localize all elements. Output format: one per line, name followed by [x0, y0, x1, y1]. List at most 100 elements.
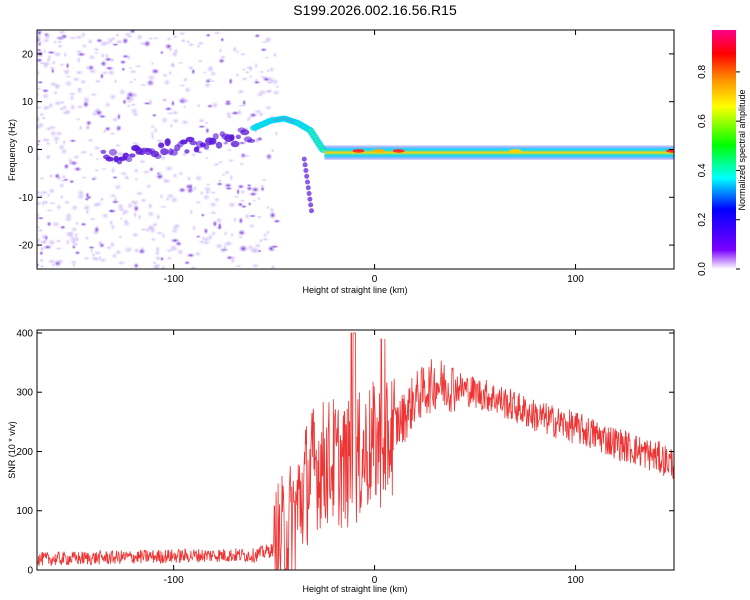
noise-blob: [37, 228, 44, 233]
noise-blob: [55, 258, 65, 265]
noise-blob: [187, 42, 196, 48]
noise-blob: [245, 118, 253, 122]
noise-blob: [93, 51, 100, 55]
noise-blob: [248, 191, 258, 197]
noise-blob: [75, 49, 84, 54]
noise-blob: [43, 32, 52, 41]
noise-blob: [100, 51, 106, 59]
noise-blob: [114, 143, 122, 148]
noise-blob: [160, 264, 167, 269]
noise-blob: [72, 154, 81, 160]
noise-blob: [169, 122, 174, 129]
noise-blob: [195, 235, 201, 239]
noise-blob: [123, 245, 134, 254]
noise-blob: [170, 99, 175, 108]
noise-blob: [111, 175, 119, 180]
noise-blob: [232, 216, 238, 224]
noise-blob: [155, 173, 165, 180]
noise-blob: [44, 138, 51, 142]
noise-blob: [75, 87, 84, 91]
noise-blob: [180, 38, 187, 44]
noise-blob: [173, 223, 182, 229]
noise-blob: [166, 111, 175, 116]
noise-blob: [65, 75, 72, 79]
noise-blob: [257, 196, 261, 202]
noise-blob: [171, 172, 179, 179]
noise-blob: [204, 120, 209, 126]
noise-blob: [155, 138, 165, 144]
noise-blob: [253, 108, 263, 115]
noise-blob: [154, 255, 162, 262]
x-tick-label: 0: [372, 575, 378, 586]
x-tick-label: -100: [164, 575, 184, 586]
noise-blob: [95, 157, 100, 161]
y-tick-label: 400: [16, 328, 33, 339]
noise-blob: [104, 126, 112, 132]
noise-blob: [41, 238, 49, 246]
noise-blob: [225, 110, 232, 118]
noise-blob: [40, 116, 47, 121]
noise-blob: [178, 187, 187, 194]
noise-blob: [244, 70, 251, 75]
noise-blob: [242, 99, 247, 107]
noise-blob: [202, 71, 207, 75]
noise-blob: [146, 210, 156, 218]
ridge-blob: [108, 148, 118, 156]
noise-blob: [147, 36, 154, 41]
noise-blob: [141, 169, 151, 175]
noise-blob: [99, 72, 105, 80]
ridge-blob: [128, 153, 136, 158]
noise-blob: [194, 250, 202, 257]
noise-blob: [166, 255, 173, 261]
noise-blob: [100, 212, 110, 220]
noise-blob: [106, 68, 116, 77]
noise-blob: [210, 190, 217, 195]
ridge-blob: [105, 156, 114, 162]
ridge-blob: [309, 208, 314, 214]
noise-blob: [125, 90, 135, 99]
ridge-blob: [185, 136, 195, 142]
noise-blob: [37, 37, 41, 44]
noise-blob: [119, 217, 124, 221]
noise-blob: [265, 80, 275, 85]
noise-blob: [134, 177, 139, 182]
noise-blob: [180, 96, 187, 103]
ridge-blob: [125, 156, 133, 163]
noise-blob: [89, 152, 94, 157]
noise-blob: [150, 237, 157, 242]
y-tick-label: 20: [22, 49, 34, 60]
noise-blob: [229, 232, 235, 238]
noise-blob: [238, 199, 246, 203]
noise-blob: [74, 69, 85, 76]
noise-blob: [74, 250, 81, 255]
noise-blob: [240, 76, 249, 82]
noise-blob: [204, 126, 210, 135]
noise-blob: [223, 101, 233, 106]
x-tick-label: 100: [567, 274, 584, 285]
noise-blob: [150, 61, 155, 66]
noise-blob: [231, 110, 240, 116]
noise-blob: [208, 201, 218, 209]
noise-blob: [227, 201, 237, 209]
noise-blob: [37, 225, 41, 229]
noise-blob: [132, 204, 140, 213]
colorbar-label: Normalized spectral amplitude: [737, 89, 747, 210]
noise-blob: [205, 182, 212, 187]
noise-blob: [202, 193, 211, 201]
noise-blob: [41, 92, 51, 100]
noise-blob: [150, 68, 160, 75]
noise-blob: [165, 36, 172, 42]
ridge-blob: [305, 179, 310, 185]
colorbar-tick-label: 0.4: [697, 163, 708, 177]
noise-blob: [209, 210, 218, 216]
noise-blob: [147, 98, 154, 106]
noise-blob: [256, 136, 264, 142]
noise-blob: [38, 112, 46, 118]
noise-blob: [38, 176, 46, 181]
noise-blob: [128, 80, 134, 84]
ridge-core: [321, 148, 326, 152]
noise-blob: [235, 49, 240, 55]
noise-blob: [80, 31, 87, 39]
noise-blob: [104, 52, 110, 60]
noise-blob: [234, 264, 243, 268]
